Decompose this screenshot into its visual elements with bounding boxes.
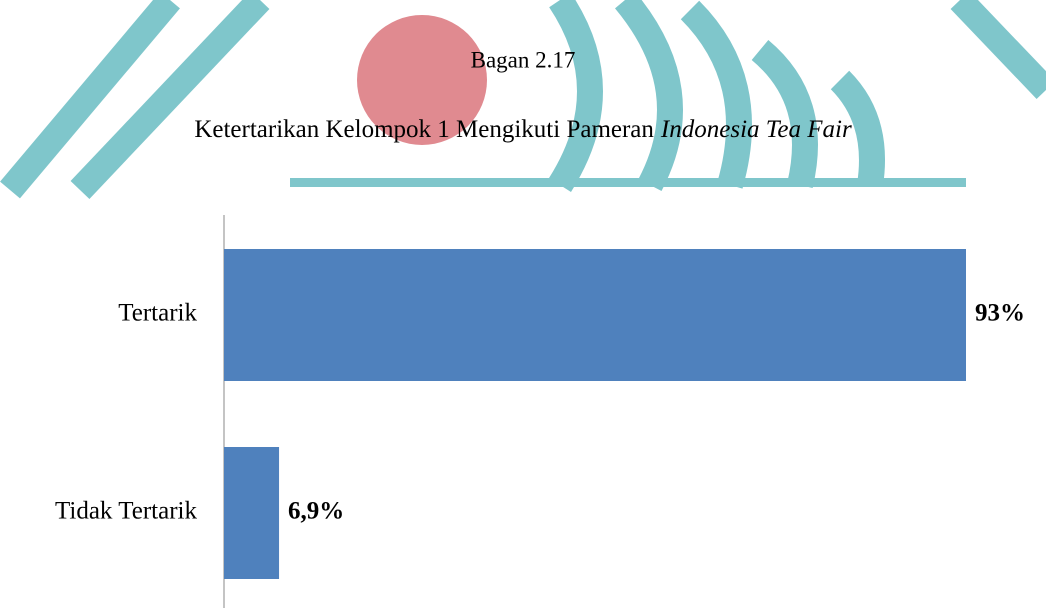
bar: [224, 249, 966, 381]
subtitle-italic: Indonesia Tea Fair: [660, 116, 852, 143]
watermark-circle: [357, 15, 487, 145]
watermark-stroke: [548, 0, 603, 192]
watermark-stroke: [70, 0, 270, 199]
subtitle-text: Ketertarikan Kelompok 1 Mengikuti Pamera…: [194, 116, 654, 143]
value-label: 93%: [975, 300, 1025, 327]
watermark: [0, 0, 1046, 199]
watermark-stroke: [614, 0, 683, 192]
watermark-stroke: [751, 40, 818, 188]
y-tick-label: Tidak Tertarik: [55, 498, 197, 525]
y-tick-label: Tertarik: [118, 300, 197, 327]
value-label: 6,9%: [288, 498, 344, 525]
chart-subtitle: Ketertarikan Kelompok 1 Mengikuti Pamera…: [194, 116, 852, 143]
watermark-stroke: [830, 70, 885, 187]
watermark-stroke: [680, 0, 752, 189]
watermark-stroke: [950, 0, 1046, 99]
watermark-band: [290, 178, 966, 187]
chart-title: Bagan 2.17: [471, 47, 576, 72]
watermark-stroke: [0, 0, 180, 199]
bar: [224, 447, 280, 579]
